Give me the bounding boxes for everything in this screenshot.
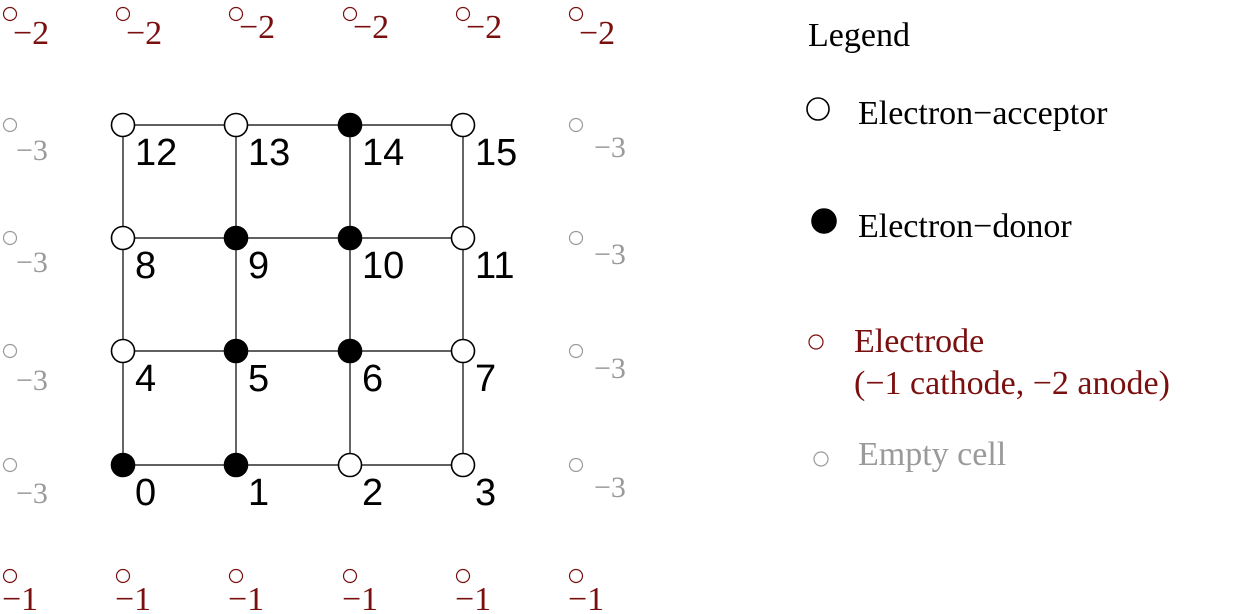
legend-title: Legend — [808, 17, 910, 54]
top-electrode-label-2: −2 — [239, 9, 275, 46]
node-label-13: 13 — [248, 132, 290, 174]
left-empty-label-3: −3 — [16, 134, 48, 167]
bottom-electrode-dot-3 — [342, 568, 358, 584]
legend-empty-label: Empty cell — [858, 436, 1006, 473]
node-label-12: 12 — [135, 132, 177, 174]
legend: Legend Electron−acceptor Electron−donor … — [806, 17, 1170, 473]
legend-electrode-note: (−1 cathode, −2 anode) — [854, 365, 1170, 402]
node-7-acceptor-icon — [450, 338, 476, 364]
left-empty-label-0: −3 — [16, 477, 48, 510]
node-4-acceptor-icon — [110, 338, 136, 364]
legend-electrode-label: Electrode — [854, 323, 984, 360]
right-empty-label-0: −3 — [594, 471, 626, 504]
bottom-electrode-label-0: −1 — [2, 581, 38, 614]
node-label-6: 6 — [362, 358, 383, 400]
bottom-electrode-dot-0 — [2, 568, 18, 584]
top-electrode-dot-2 — [228, 6, 244, 22]
bottom-electrode-label-5: −1 — [568, 581, 604, 614]
top-electrode-label-4: −2 — [466, 9, 502, 46]
top-electrode-dot-0 — [2, 6, 18, 22]
bottom-electrode-dot-5 — [568, 568, 584, 584]
bottom-electrode-label-1: −1 — [115, 581, 151, 614]
node-15-acceptor-icon — [450, 112, 476, 138]
node-label-3: 3 — [475, 472, 496, 514]
right-empty-label-2: −3 — [594, 238, 626, 271]
left-empty-dot-1 — [2, 343, 18, 359]
node-5-donor-icon — [223, 338, 249, 364]
node-label-7: 7 — [475, 358, 496, 400]
bottom-electrode-dot-4 — [455, 568, 471, 584]
node-11-acceptor-icon — [450, 225, 476, 251]
bottom-electrode-label-3: −1 — [342, 581, 378, 614]
node-label-0: 0 — [135, 472, 156, 514]
electrode-cells: −2 −2 −2 −2 −2 −2 −1 −1 −1 −1 −1 −1 — [2, 6, 615, 614]
right-empty-label-1: −3 — [594, 352, 626, 385]
node-3-acceptor-icon — [450, 452, 476, 478]
node-1-donor-icon — [223, 452, 249, 478]
node-13-acceptor-icon — [223, 112, 249, 138]
node-10-donor-icon — [337, 225, 363, 251]
top-electrode-label-5: −2 — [579, 15, 615, 52]
legend-electrode-icon — [808, 334, 824, 350]
right-empty-dot-3 — [568, 117, 584, 133]
top-electrode-label-0: −2 — [13, 15, 49, 52]
legend-empty-icon — [813, 451, 829, 467]
right-empty-dot-0 — [568, 457, 584, 473]
right-empty-dot-2 — [568, 230, 584, 246]
left-empty-dot-3 — [2, 117, 18, 133]
top-electrode-dot-3 — [342, 6, 358, 22]
top-electrode-dot-5 — [568, 6, 584, 22]
node-label-4: 4 — [135, 358, 156, 400]
legend-acceptor-icon — [806, 97, 830, 121]
bottom-electrode-dot-1 — [115, 568, 131, 584]
right-empty-label-3: −3 — [594, 131, 626, 164]
node-2-acceptor-icon — [337, 452, 363, 478]
top-electrode-label-3: −2 — [353, 9, 389, 46]
node-label-10: 10 — [362, 245, 404, 287]
node-label-2: 2 — [362, 472, 383, 514]
grid-lines — [122, 124, 464, 466]
top-electrode-label-1: −2 — [126, 15, 162, 52]
node-label-11: 11 — [475, 245, 514, 287]
node-6-donor-icon — [337, 338, 363, 364]
left-empty-label-1: −3 — [16, 364, 48, 397]
top-electrode-dot-4 — [455, 6, 471, 22]
right-empty-dot-1 — [568, 343, 584, 359]
top-electrode-dot-1 — [115, 6, 131, 22]
bottom-electrode-label-2: −1 — [228, 581, 264, 614]
node-14-donor-icon — [337, 112, 363, 138]
left-empty-label-2: −3 — [16, 246, 48, 279]
node-label-14: 14 — [362, 132, 404, 174]
node-0-donor-icon — [110, 452, 136, 478]
node-12-acceptor-icon — [110, 112, 136, 138]
legend-donor-label: Electron−donor — [858, 208, 1072, 245]
node-label-9: 9 — [248, 245, 269, 287]
empty-cells: −3 −3 −3 −3 −3 −3 −3 −3 — [2, 117, 626, 510]
bottom-electrode-dot-2 — [228, 568, 244, 584]
node-label-1: 1 — [248, 472, 269, 514]
legend-acceptor-label: Electron−acceptor — [858, 95, 1108, 132]
left-empty-dot-2 — [2, 230, 18, 246]
node-9-donor-icon — [223, 225, 249, 251]
node-label-5: 5 — [248, 358, 269, 400]
node-8-acceptor-icon — [110, 225, 136, 251]
left-empty-dot-0 — [2, 457, 18, 473]
node-label-15: 15 — [475, 132, 517, 174]
node-label-8: 8 — [135, 245, 156, 287]
legend-donor-icon — [811, 208, 837, 234]
bottom-electrode-label-4: −1 — [455, 581, 491, 614]
